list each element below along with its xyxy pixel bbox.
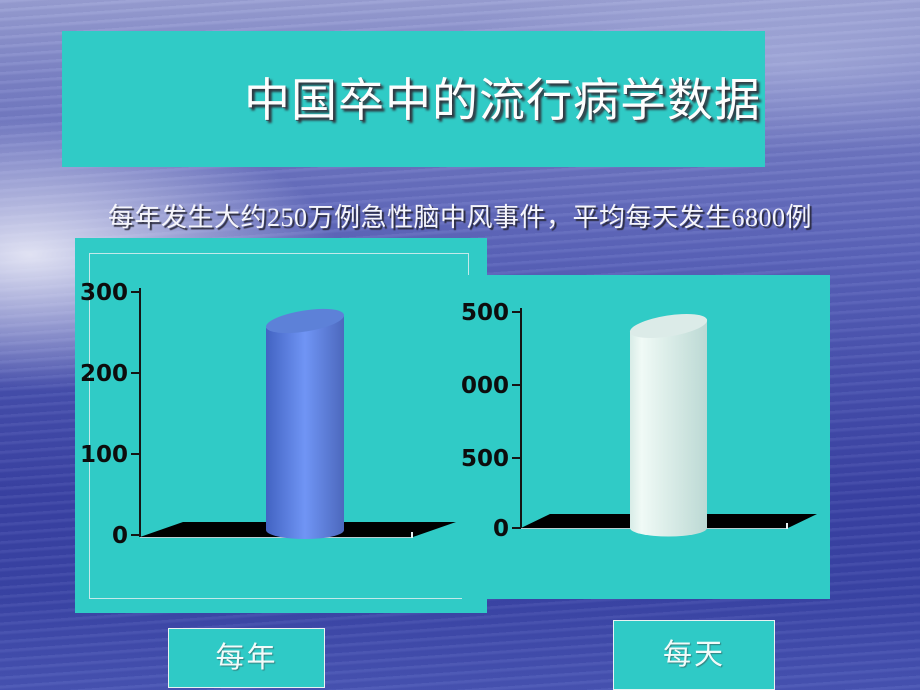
left-cylinder-body: [266, 315, 344, 539]
left-tick-label-200: 200: [80, 361, 128, 387]
category-label-yearly: 每年: [168, 628, 325, 688]
right-tick-label-0: 0: [493, 516, 509, 542]
right-tick-label-2500: 2500: [462, 446, 509, 472]
right-cylinder-top: [629, 313, 708, 339]
left-tick-label-0: 0: [112, 523, 128, 549]
left-chart-svg: 300 200 100 0: [80, 280, 456, 549]
category-label-daily: 每天: [613, 620, 775, 690]
right-tick-label-7500: 7500: [462, 300, 509, 326]
title-bar: 中国卒中的流行病学数据: [62, 31, 765, 167]
right-cylinder-body: [630, 319, 707, 537]
left-tick-label-300: 300: [80, 280, 128, 306]
left-chart-panel: 300 200 100 0: [75, 238, 487, 613]
left-cylinder-top: [265, 308, 345, 334]
page-title: 中国卒中的流行病学数据: [244, 75, 761, 126]
left-tick-label-100: 100: [80, 442, 128, 468]
subtitle-text: 每年发生大约250万例急性脑中风事件，平均每天发生6800例: [107, 203, 812, 232]
